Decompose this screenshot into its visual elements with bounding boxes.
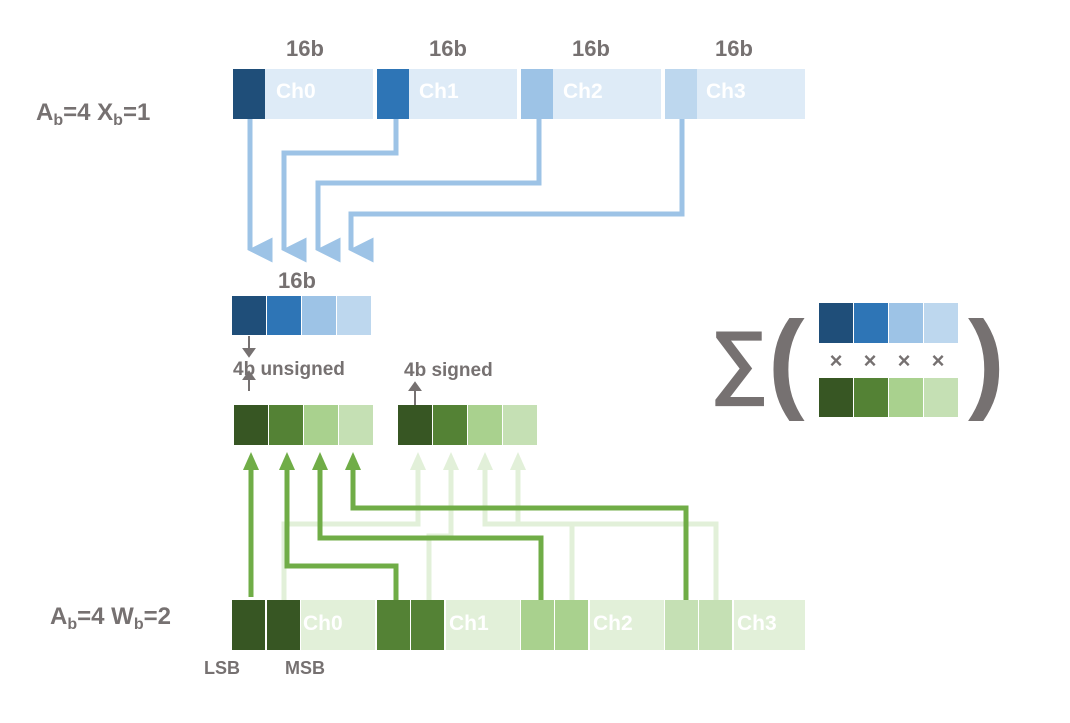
weight-ch3-bg	[734, 600, 805, 650]
small-gray-arrows	[242, 336, 422, 405]
weight-ch1-lsb	[377, 600, 410, 650]
sum-activation-cell-2	[889, 303, 923, 343]
packed-activation-cell-0	[232, 296, 266, 335]
signed-label: 4b signed	[404, 360, 493, 381]
weight-ch3-lsb	[665, 600, 698, 650]
weight-ch0-lsb	[232, 600, 265, 650]
unsigned-arrow-heads	[243, 452, 361, 470]
signed-gather-arrows	[281, 468, 719, 600]
signed-arrow-heads	[410, 452, 526, 470]
packed-activation	[232, 296, 371, 335]
open-paren: (	[768, 299, 805, 422]
activation-ch1-label: Ch1	[419, 80, 459, 103]
activation-ch2-bg	[553, 69, 661, 119]
arrow-ch2-to-pack	[315, 119, 542, 263]
multiply-symbol-0: ×	[830, 348, 843, 373]
sum-weight-cell-1	[854, 378, 888, 417]
packed-weight-signed	[398, 405, 537, 445]
weight-ch2-msb	[555, 600, 588, 650]
activation-ch3-bits	[665, 69, 697, 119]
sum-expression: ∑ ( ) × × × ×	[710, 299, 1005, 422]
multiply-symbol-1: ×	[864, 348, 877, 373]
unsigned-label: 4b unsigned	[233, 359, 345, 380]
weight-row: Ch0 Ch1 Ch2 Ch3	[232, 600, 805, 650]
multiply-symbol-2: ×	[898, 348, 911, 373]
packed-activation-bit-width: 16b	[278, 268, 316, 293]
weight-ch1-msb	[411, 600, 444, 650]
msb-label: MSB	[285, 658, 325, 678]
unsigned-gather-arrows	[248, 468, 689, 600]
sum-weight-cell-2	[889, 378, 923, 417]
activation-ch3-bg	[697, 69, 805, 119]
activation-ch2-label: Ch2	[563, 80, 603, 103]
activation-gather-arrows	[247, 119, 685, 263]
activation-row-label: Ab=4 Xb=1	[36, 99, 150, 129]
bit-width-label-ch2: 16b	[572, 36, 610, 61]
weight-ch0-msb	[267, 600, 300, 650]
activation-ch0-bg	[265, 69, 373, 119]
activation-ch0-label: Ch0	[276, 80, 316, 103]
multiply-symbol-3: ×	[932, 348, 945, 373]
packed-activation-cell-1	[267, 296, 301, 335]
weight-ch2-label: Ch2	[593, 612, 633, 635]
sum-weight-cell-3	[924, 378, 958, 417]
arrow-ch1-to-pack	[281, 119, 399, 263]
weight-ch0-bg	[301, 600, 375, 650]
arrow-ch3-to-pack	[348, 119, 685, 263]
sum-activation-cell-3	[924, 303, 958, 343]
weight-ch0-label: Ch0	[303, 612, 343, 635]
packed-activation-cell-2	[302, 296, 336, 335]
packed-activation-cell-3	[337, 296, 371, 335]
weight-ch3-msb	[699, 600, 732, 650]
packed-weight-unsigned	[234, 405, 373, 445]
weight-ch2-bg	[590, 600, 664, 650]
weight-ch1-label: Ch1	[449, 612, 489, 635]
activation-ch1-bg	[409, 69, 517, 119]
activation-ch0-bits	[233, 69, 265, 119]
activation-ch1-bits	[377, 69, 409, 119]
weight-ch2-lsb	[521, 600, 554, 650]
bit-width-label-ch1: 16b	[429, 36, 467, 61]
close-paren: )	[968, 299, 1005, 422]
weight-ch3-label: Ch3	[737, 612, 777, 635]
lsb-label: LSB	[204, 658, 240, 678]
weight-row-label: Ab=4 Wb=2	[50, 603, 171, 633]
bit-width-label-ch3: 16b	[715, 36, 753, 61]
sigma-symbol: ∑	[710, 315, 768, 407]
sum-activation-cell-0	[819, 303, 853, 343]
activation-row: Ch0 Ch1 Ch2 Ch3	[233, 69, 805, 119]
sum-activation-cell-1	[854, 303, 888, 343]
weight-ch1-bg	[446, 600, 520, 650]
activation-ch2-bits	[521, 69, 553, 119]
activation-ch3-label: Ch3	[706, 80, 746, 103]
sum-weight-cell-0	[819, 378, 853, 417]
bit-width-label-ch0: 16b	[286, 36, 324, 61]
